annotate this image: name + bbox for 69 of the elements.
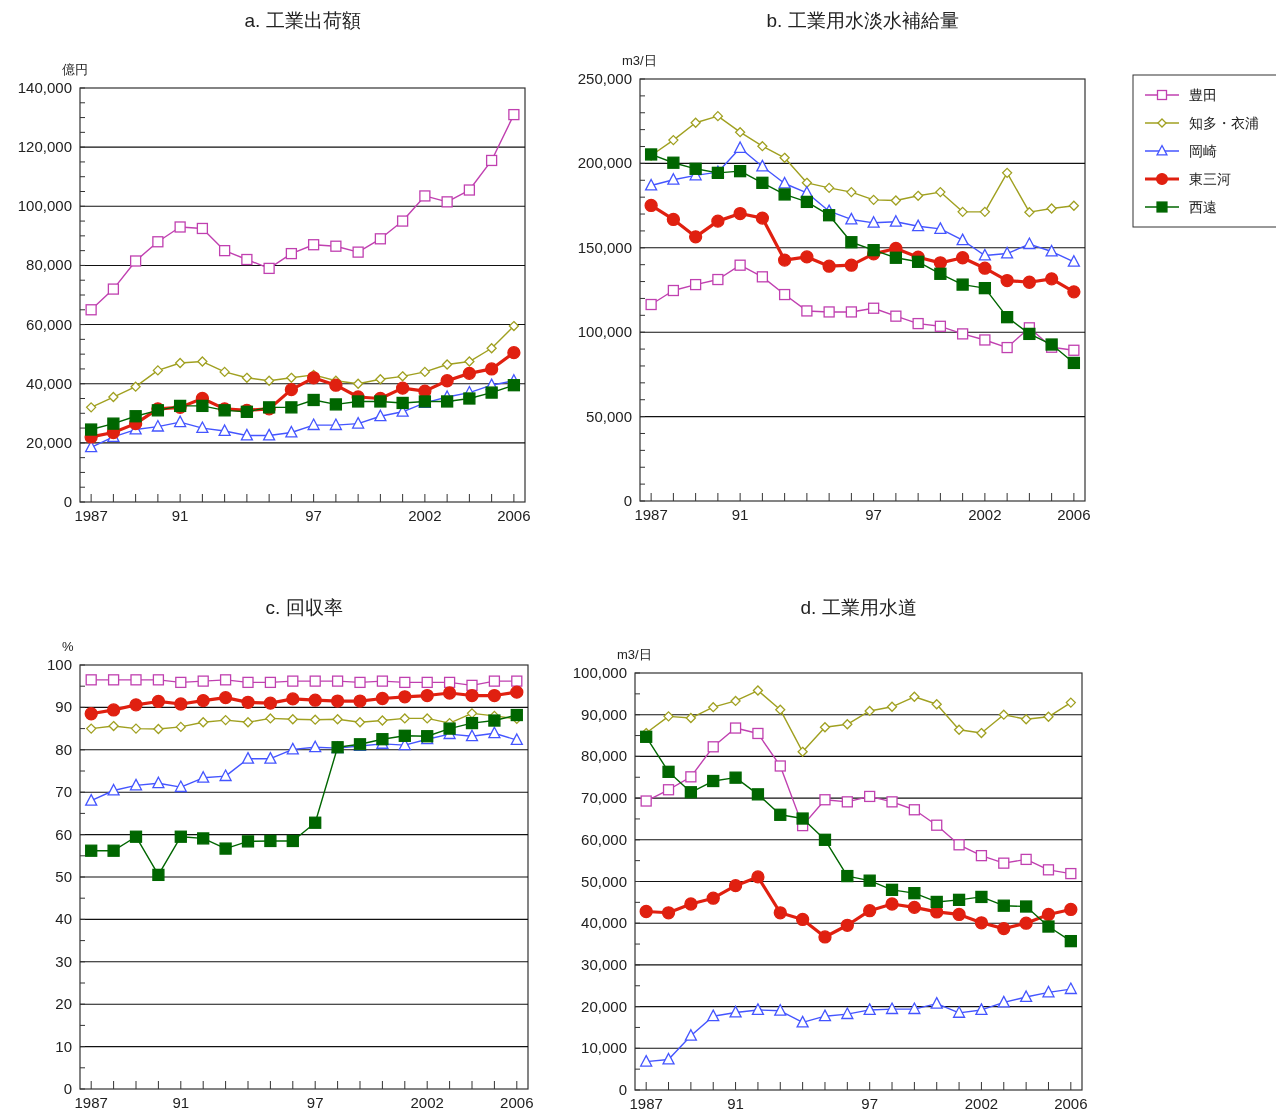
legend-label: 知多・衣浦 [1189,115,1259,131]
y-tick-label: 60,000 [26,315,72,333]
legend-label: 東三河 [1189,171,1231,187]
y-tick-label: 50 [55,868,72,885]
x-tick-label: 2002 [964,1095,999,1112]
y-tick-label: 80,000 [26,256,72,274]
y-tick-label: 100,000 [577,323,632,341]
y-tick-label: 70 [55,783,72,801]
y-tick-label: 120,000 [17,138,72,156]
x-tick-label: 1987 [74,507,108,524]
x-tick-label: 91 [727,1095,744,1112]
x-tick-label: 97 [861,1095,879,1112]
y-tick-label: 150,000 [577,238,632,256]
y-tick-label: 60,000 [581,830,627,848]
y-tick-label: 50,000 [586,407,632,425]
y-tick-label: 40,000 [26,374,72,392]
y-tick-label: 40 [55,910,72,928]
chart-title: c. 回収率 [265,597,343,619]
chart-title: d. 工業用水道 [800,597,917,619]
y-tick-label: 20 [55,995,72,1013]
x-tick-label: 91 [172,1094,190,1111]
chart-title: a. 工業出荷額 [244,10,361,32]
y-tick-label: 80 [55,740,72,758]
y-tick-label: 140,000 [17,79,72,96]
x-tick-label: 2006 [1054,1095,1088,1112]
y-tick-label: 0 [63,1080,72,1097]
y-axis-title: 億円 [62,62,88,77]
x-tick-label: 2006 [497,507,531,524]
y-tick-label: 100,000 [17,197,72,215]
y-axis-title: % [62,639,74,654]
y-tick-label: 90,000 [581,705,627,723]
y-tick-label: 30 [55,952,72,970]
x-tick-label: 91 [171,507,189,524]
y-tick-label: 200,000 [577,154,632,172]
y-tick-label: 10,000 [581,1039,627,1057]
y-tick-label: 70,000 [581,789,627,807]
legend-label: 西遠 [1189,199,1217,215]
x-tick-label: 97 [865,506,882,523]
y-tick-label: 250,000 [577,70,632,87]
y-tick-label: 90 [55,698,72,716]
x-tick-label: 2002 [408,507,442,524]
y-tick-label: 20,000 [26,433,72,451]
y-tick-label: 10 [55,1037,72,1055]
x-tick-label: 1987 [629,1095,663,1112]
x-tick-label: 97 [306,1094,324,1111]
x-tick-label: 2002 [968,506,1002,523]
y-tick-label: 50,000 [581,872,627,890]
x-tick-label: 1987 [634,506,668,523]
y-tick-label: 60 [55,825,72,843]
y-tick-label: 40,000 [581,914,627,932]
x-tick-label: 91 [731,506,749,523]
x-tick-label: 2006 [1057,506,1091,523]
y-axis-title: m3/日 [622,53,657,68]
chart-title: b. 工業用水淡水補給量 [766,10,959,32]
y-tick-label: 100 [46,656,72,673]
x-tick-label: 2002 [410,1094,444,1111]
y-tick-label: 100,000 [572,664,627,681]
y-tick-label: 0 [618,1081,627,1098]
y-tick-label: 20,000 [581,997,627,1015]
x-tick-label: 2006 [500,1094,534,1111]
y-axis-title: m3/日 [617,647,652,662]
y-tick-label: 80,000 [581,747,627,765]
legend-label: 岡崎 [1189,143,1217,159]
y-tick-label: 0 [623,492,632,509]
y-tick-label: 0 [63,493,72,510]
x-tick-label: 97 [305,507,322,524]
x-tick-label: 1987 [74,1094,108,1111]
legend-label: 豊田 [1189,87,1217,103]
y-tick-label: 30,000 [581,955,627,973]
